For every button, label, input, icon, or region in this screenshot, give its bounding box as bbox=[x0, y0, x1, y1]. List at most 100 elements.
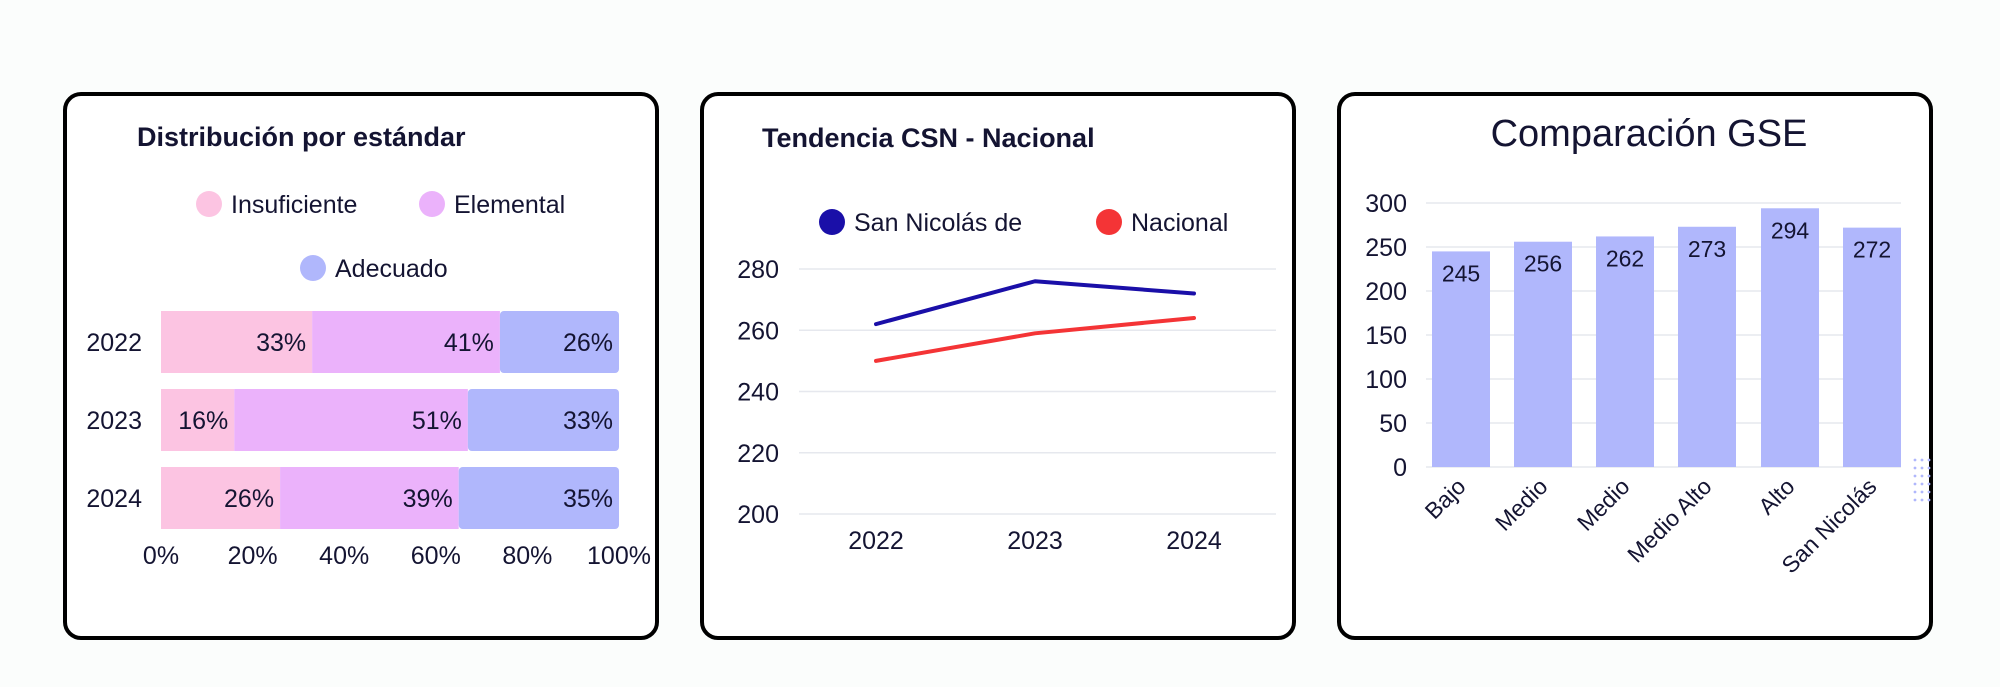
dot bbox=[1913, 482, 1917, 486]
x-tick-label: 2022 bbox=[848, 527, 904, 555]
bar-segment-adecuado bbox=[499, 311, 619, 373]
trend-title: Tendencia CSN - Nacional bbox=[762, 123, 1095, 153]
trend-lines bbox=[874, 279, 1196, 363]
dot bbox=[1927, 458, 1931, 462]
dot-pattern-decoration bbox=[1913, 458, 1931, 502]
distribution-card: Distribución por estándar Insuficiente El… bbox=[63, 92, 659, 640]
gse-chart: Comparación GSE 0 50 100 150 200 250 300 245 Ba… bbox=[1365, 113, 1931, 578]
trend-card: Tendencia CSN - Nacional San Nicolás de N… bbox=[700, 92, 1296, 640]
gse-bar bbox=[1432, 251, 1490, 467]
bar-value-label: 262 bbox=[1606, 245, 1644, 271]
year-label: 2022 bbox=[86, 329, 142, 357]
segment-label: 26% bbox=[563, 329, 613, 357]
dot bbox=[1913, 498, 1917, 502]
bar-value-label: 245 bbox=[1442, 260, 1480, 286]
gse-bar bbox=[1678, 226, 1736, 467]
category-label: Medio Alto bbox=[1622, 473, 1716, 567]
y-tick-label: 200 bbox=[1365, 278, 1407, 306]
y-tick-label: 200 bbox=[737, 501, 779, 529]
x-tick-label: 80% bbox=[502, 542, 552, 570]
y-tick-label: 50 bbox=[1379, 410, 1407, 438]
distribution-bars: 2022 33% 41% 26% 2023 16% 51% 33% 2024 26% 39% 35% bbox=[86, 311, 619, 529]
distribution-legend: Insuficiente Elemental Adecuado bbox=[196, 191, 565, 283]
bar-segment-adecuado bbox=[458, 467, 619, 529]
dot bbox=[1913, 490, 1917, 494]
bar-segment-insuficiente bbox=[161, 389, 235, 451]
segment-label: 39% bbox=[403, 485, 453, 513]
year-label: 2023 bbox=[86, 407, 142, 435]
dot bbox=[1920, 474, 1924, 478]
legend-marker-1 bbox=[419, 191, 445, 217]
gse-title: Comparación GSE bbox=[1491, 113, 1808, 155]
dot bbox=[1920, 466, 1924, 470]
dot bbox=[1920, 498, 1924, 502]
y-tick-label: 250 bbox=[1365, 234, 1407, 262]
dot bbox=[1927, 482, 1931, 486]
x-tick-label: 20% bbox=[228, 542, 278, 570]
segment-label: 33% bbox=[256, 329, 306, 357]
y-tick-label: 0 bbox=[1393, 454, 1407, 482]
y-tick-label: 220 bbox=[737, 440, 779, 468]
legend-label-1: Elemental bbox=[454, 191, 565, 219]
y-tick-label: 300 bbox=[1365, 190, 1407, 218]
dot bbox=[1927, 474, 1931, 478]
gse-card: Comparación GSE 0 50 100 150 200 250 300 245 Ba… bbox=[1337, 92, 1933, 640]
legend-label-0: Insuficiente bbox=[231, 191, 357, 219]
segment-label: 33% bbox=[563, 407, 613, 435]
distribution-title: Distribución por estándar bbox=[137, 122, 466, 152]
category-label: Medio bbox=[1490, 473, 1553, 536]
bar-value-label: 256 bbox=[1524, 251, 1562, 277]
legend-marker-0 bbox=[196, 191, 222, 217]
bar-segment-elemental bbox=[234, 389, 468, 451]
segment-label: 51% bbox=[412, 407, 462, 435]
dot bbox=[1927, 498, 1931, 502]
trend-grid: 200 220 240 260 280 2022 2023 2024 bbox=[737, 256, 1276, 555]
x-tick-label: 2024 bbox=[1166, 527, 1222, 555]
bar-segment-elemental bbox=[280, 467, 459, 529]
gse-bar bbox=[1843, 227, 1901, 467]
x-tick-label: 40% bbox=[319, 542, 369, 570]
trend-chart: Tendencia CSN - Nacional San Nicolás de N… bbox=[737, 123, 1276, 555]
bar-segment-elemental bbox=[312, 311, 500, 373]
gse-bar bbox=[1514, 241, 1572, 467]
legend-label-0: San Nicolás de bbox=[854, 209, 1022, 237]
year-label: 2024 bbox=[86, 485, 142, 513]
x-tick-label: 100% bbox=[587, 542, 651, 570]
gse-bar bbox=[1596, 236, 1654, 467]
y-tick-label: 240 bbox=[737, 379, 779, 407]
bar-value-label: 294 bbox=[1771, 217, 1810, 243]
y-tick-label: 100 bbox=[1365, 366, 1407, 394]
dot bbox=[1913, 474, 1917, 478]
bar-value-label: 273 bbox=[1688, 236, 1726, 262]
dot bbox=[1920, 482, 1924, 486]
bar-segment-insuficiente bbox=[161, 467, 281, 529]
segment-label: 35% bbox=[563, 485, 613, 513]
legend-marker-2 bbox=[300, 255, 326, 281]
legend-label-2: Adecuado bbox=[335, 255, 448, 283]
segment-label: 26% bbox=[224, 485, 274, 513]
legend-marker-0 bbox=[819, 209, 845, 235]
legend-label-1: Nacional bbox=[1131, 209, 1228, 237]
dot bbox=[1927, 490, 1931, 494]
gse-bars: 245 Bajo 256 Medio 262 Medio 273 Medio Alto 294 A… bbox=[1420, 208, 1901, 578]
category-label: Medio bbox=[1572, 473, 1635, 536]
trend-legend: San Nicolás de Nacional bbox=[819, 209, 1228, 237]
bar-segment-adecuado bbox=[467, 389, 619, 451]
gse-grid: 0 50 100 150 200 250 300 bbox=[1365, 190, 1901, 482]
x-tick-label: 60% bbox=[411, 542, 461, 570]
segment-label: 16% bbox=[178, 407, 228, 435]
bar-value-label: 272 bbox=[1853, 237, 1891, 263]
dot bbox=[1913, 458, 1917, 462]
distribution-chart: Distribución por estándar Insuficiente El… bbox=[86, 122, 651, 570]
segment-label: 41% bbox=[444, 329, 494, 357]
category-label: Alto bbox=[1753, 473, 1799, 519]
x-tick-label: 2023 bbox=[1007, 527, 1063, 555]
legend-marker-1 bbox=[1096, 209, 1122, 235]
category-label: Bajo bbox=[1420, 473, 1471, 524]
bar-segment-insuficiente bbox=[161, 311, 313, 373]
dot bbox=[1920, 490, 1924, 494]
y-tick-label: 280 bbox=[737, 256, 779, 284]
series-line-1 bbox=[874, 316, 1196, 363]
x-tick-label: 0% bbox=[143, 542, 179, 570]
dot bbox=[1920, 458, 1924, 462]
